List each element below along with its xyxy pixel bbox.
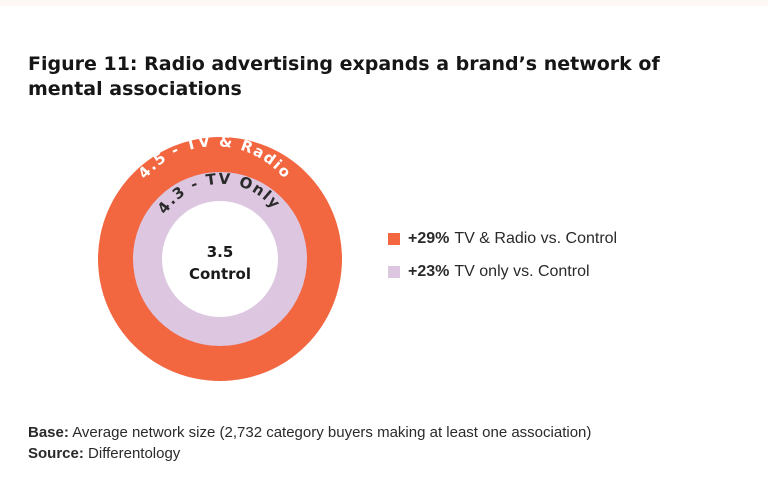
legend-text: TV & Radio vs. Control [454, 230, 618, 247]
tv-only-swatch [388, 266, 400, 278]
source-note: Source: Differentology [28, 445, 181, 462]
legend-value: +29% [408, 230, 450, 247]
legend-item-tv-radio: +29% TV & Radio vs. Control [388, 228, 617, 250]
legend-value: +23% [408, 263, 450, 280]
legend-text: TV only vs. Control [454, 263, 590, 280]
figure-title: Figure 11: Radio advertising expands a b… [28, 53, 660, 100]
control-value: 3.5 [207, 243, 234, 261]
legend: +29% TV & Radio vs. Control +23% TV only… [388, 228, 617, 294]
control-label: Control [189, 265, 251, 283]
figure-footer: Base: Average network size (2,732 catego… [28, 422, 591, 464]
tv-radio-swatch [388, 233, 400, 245]
base-note: Base: Average network size (2,732 catego… [28, 424, 592, 441]
legend-item-tv-only: +23% TV only vs. Control [388, 261, 617, 283]
control-disc [162, 201, 278, 317]
